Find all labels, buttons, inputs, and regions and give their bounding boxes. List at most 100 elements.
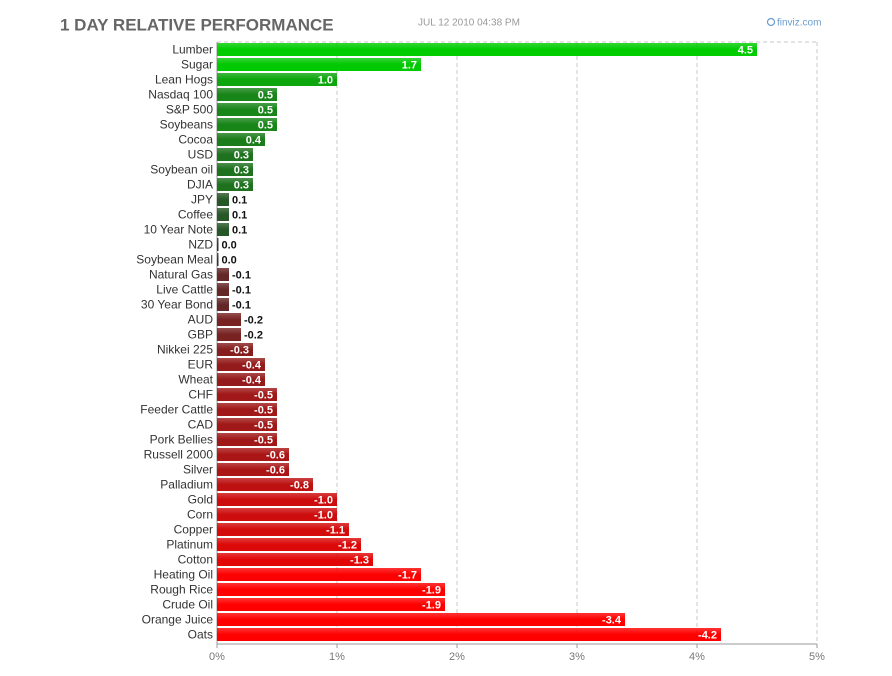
bar [217,613,625,626]
data-label: 0.0 [222,254,237,266]
x-tick-label: 0% [209,651,225,663]
x-tick-label: 3% [569,651,585,663]
bar [217,118,277,131]
data-label: 0.0 [222,239,237,251]
data-label: -1.2 [338,539,357,551]
y-tick-label: DJIA [187,178,213,192]
bar [217,448,289,461]
bar [217,253,219,266]
data-label: -0.6 [266,449,285,461]
data-label: 0.3 [234,179,249,191]
data-label: -1.7 [398,569,417,581]
data-label: -0.5 [254,419,273,431]
y-tick-label: CAD [188,418,214,432]
y-tick-label: NZD [188,238,213,252]
y-tick-label: EUR [188,358,214,372]
bar [217,268,229,281]
bar [217,598,445,611]
bar [217,373,265,386]
data-label: -1.9 [422,599,441,611]
y-tick-label: Pork Bellies [150,433,213,447]
y-tick-label: AUD [188,313,214,327]
chart-title: 1 DAY RELATIVE PERFORMANCE [60,15,334,34]
bar [217,358,265,371]
x-tick-label: 4% [689,651,705,663]
bar [217,328,241,341]
bar [217,193,229,206]
y-tick-label: Coffee [178,208,213,222]
bar [217,478,313,491]
bar [217,583,445,596]
data-label: 0.5 [258,119,273,131]
bar [217,163,253,176]
bar [217,463,289,476]
y-tick-label: Cotton [178,553,213,567]
source[interactable]: finviz.com [777,18,821,29]
data-label: 0.1 [232,194,247,206]
y-tick-label: Natural Gas [149,268,213,282]
y-tick-label: Soybeans [160,118,213,132]
y-tick-label: Cocoa [178,133,213,147]
data-label: -1.9 [422,584,441,596]
y-tick-label: Palladium [160,478,213,492]
bar [217,73,337,86]
y-tick-label: 10 Year Note [144,223,214,237]
data-label: 0.3 [234,149,249,161]
data-label: -0.8 [290,479,309,491]
y-tick-label: Silver [183,463,213,477]
y-tick-label: JPY [191,193,213,207]
y-tick-label: 30 Year Bond [141,298,213,312]
y-tick-label: Lean Hogs [155,73,213,87]
bar [217,133,265,146]
bar [217,43,757,56]
y-tick-label: Orange Juice [142,613,214,627]
y-tick-label: Feeder Cattle [140,403,213,417]
chart-subtitle: JUL 12 2010 04:38 PM [418,18,520,29]
x-tick-label: 2% [449,651,465,663]
y-tick-label: Platinum [166,538,213,552]
bar [217,103,277,116]
data-label: 0.4 [246,134,262,146]
data-label: 1.0 [318,74,333,86]
data-label: 0.1 [232,209,247,221]
y-tick-label: Crude Oil [162,598,213,612]
y-tick-label: USD [188,148,214,162]
data-label: -3.4 [602,614,622,626]
x-tick-label: 5% [809,651,825,663]
y-tick-label: Sugar [181,58,213,72]
data-label: 4.5 [738,44,753,56]
data-label: -4.2 [698,629,717,641]
data-label: -0.2 [244,314,263,326]
bar [217,418,277,431]
y-tick-label: Corn [187,508,213,522]
bar [217,58,421,71]
bar [217,553,373,566]
y-tick-label: CHF [188,388,213,402]
data-label: 0.1 [232,224,247,236]
data-label: -0.2 [244,329,263,341]
data-label: -0.6 [266,464,285,476]
data-label: -1.3 [350,554,369,566]
y-tick-label: Copper [174,523,213,537]
data-label: -1.1 [326,524,345,536]
y-tick-label: Soybean Meal [136,253,213,267]
data-label: -0.4 [242,374,262,386]
y-tick-label: S&P 500 [166,103,213,117]
bar [217,508,337,521]
bar [217,223,229,236]
bar [217,433,277,446]
bar [217,208,229,221]
y-tick-label: Soybean oil [150,163,213,177]
bar [217,238,219,251]
y-tick-label: Nikkei 225 [157,343,213,357]
bar [217,343,253,356]
data-label: -0.5 [254,389,273,401]
y-tick-label: GBP [188,328,213,342]
bar [217,388,277,401]
data-label: -0.1 [232,269,251,281]
bar [217,628,721,641]
data-label: 0.5 [258,89,273,101]
y-tick-label: Wheat [178,373,213,387]
y-tick-label: Russell 2000 [144,448,214,462]
